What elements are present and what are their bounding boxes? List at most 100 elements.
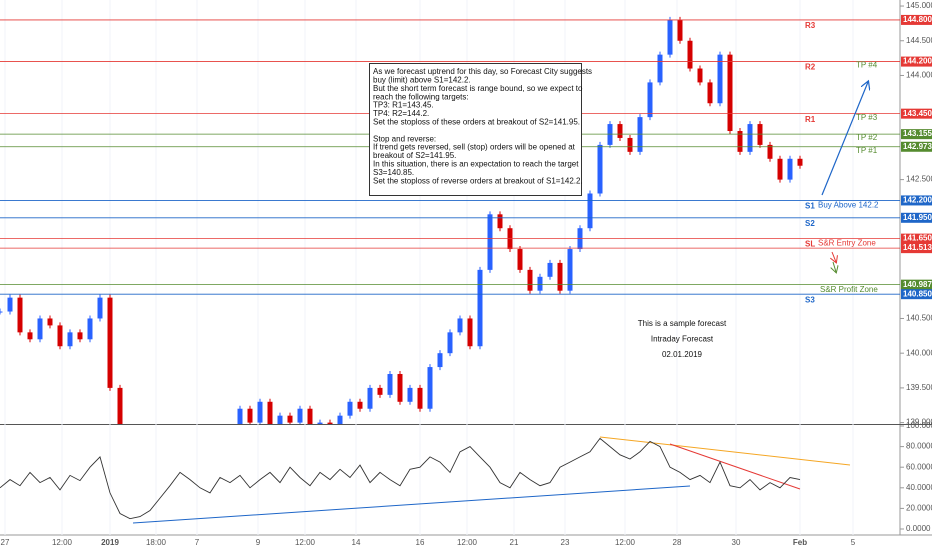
candle <box>7 297 13 312</box>
profit-arrow <box>833 261 836 272</box>
level-label: 140.987 <box>903 280 932 289</box>
candle <box>277 415 283 424</box>
forecast-arrow <box>821 82 868 196</box>
x-tick-label: 27 <box>1 538 10 547</box>
y-tick-label: 142.500 <box>906 175 932 184</box>
candle <box>287 415 293 423</box>
candle <box>557 262 563 291</box>
x-tick-label: 28 <box>673 538 682 547</box>
candle <box>0 311 3 313</box>
candle <box>737 131 743 152</box>
candle <box>407 387 413 402</box>
y-tick-label: 139.000 <box>906 418 932 427</box>
y-tick-label: 139.500 <box>906 383 932 392</box>
candle <box>677 19 683 41</box>
note-line: reach the following targets: <box>373 92 469 101</box>
candle <box>97 297 103 319</box>
candle <box>397 374 403 402</box>
level-note: S&R Profit Zone <box>820 285 878 294</box>
x-tick-label: 7 <box>195 538 200 547</box>
x-tick-label: 23 <box>561 538 570 547</box>
tp-tag: TP #2 <box>856 133 878 142</box>
x-tick-label: Feb <box>793 538 807 547</box>
level-note: S&R Entry Zone <box>818 239 876 248</box>
x-tick-label: 5 <box>851 538 856 547</box>
level-label: 141.513 <box>903 243 932 252</box>
x-tick-label: 2019 <box>101 538 119 547</box>
candle <box>447 332 453 354</box>
level-label: 143.155 <box>903 129 932 138</box>
x-tick-label: 12:00 <box>457 538 478 547</box>
candle <box>777 158 783 180</box>
level-tag: R1 <box>805 115 816 124</box>
candle <box>67 332 73 347</box>
note-line: S3=140.85. <box>373 168 414 177</box>
candle <box>307 408 313 424</box>
x-tick-label: 12:00 <box>295 538 316 547</box>
tp-tag: TP #1 <box>856 146 878 155</box>
x-tick-label: 12:00 <box>615 538 636 547</box>
rsi-tick-label: 40.0000 <box>906 483 932 492</box>
candle <box>527 269 533 291</box>
candle <box>497 214 503 229</box>
level-label-box <box>901 289 932 300</box>
level-tag: S3 <box>805 295 815 304</box>
entry-arrow <box>832 251 836 262</box>
level-tag: S2 <box>805 219 815 228</box>
level-label-box <box>901 243 932 254</box>
candle <box>627 137 633 152</box>
candle <box>437 353 443 368</box>
level-tag: R3 <box>805 21 816 30</box>
note-line: buy (limit) above S1=142.2. <box>373 76 471 85</box>
note-line: Stop and reverse: <box>373 134 436 143</box>
candle <box>17 297 23 333</box>
candle <box>347 401 353 416</box>
level-label: 144.800 <box>903 15 932 24</box>
level-label-box <box>901 195 932 206</box>
candle <box>37 318 43 340</box>
candle <box>117 387 123 424</box>
candle <box>107 297 113 388</box>
rsi-trendline <box>599 436 851 466</box>
level-tag: SL <box>805 240 815 249</box>
tp-tag: TP #4 <box>856 61 878 70</box>
note-box <box>369 63 582 196</box>
candle <box>547 262 553 277</box>
note-line: If trend gets reversed, sell (stop) orde… <box>373 143 576 152</box>
candle <box>717 54 723 104</box>
y-tick-label: 144.500 <box>906 36 932 45</box>
candle <box>297 408 303 423</box>
candle <box>597 144 603 194</box>
x-tick-label: 14 <box>352 538 361 547</box>
note-line: breakout of S2=141.95. <box>373 151 456 160</box>
x-tick-label: 18:00 <box>146 538 167 547</box>
y-tick-label: 145.000 <box>906 1 932 10</box>
rsi-tick-label: 60.0000 <box>906 462 932 471</box>
candle <box>427 367 433 409</box>
candle <box>257 401 263 423</box>
level-label-box <box>901 212 932 223</box>
rsi-tick-label: 100.0000 <box>906 421 932 430</box>
level-label-box <box>901 129 932 140</box>
level-label: 141.950 <box>903 213 932 222</box>
candle <box>767 144 773 159</box>
candle <box>747 124 753 152</box>
candle <box>487 214 493 270</box>
candle <box>537 276 543 291</box>
note-line: But the short term forecast is range bou… <box>373 84 583 93</box>
tp-tag: TP #3 <box>856 113 878 122</box>
candle <box>317 422 323 424</box>
level-label-box <box>901 279 932 290</box>
note-line: TP4: R2=144.2. <box>373 109 429 118</box>
rsi-tick-label: 80.0000 <box>906 442 932 451</box>
x-tick-label: 9 <box>256 538 261 547</box>
level-label: 140.850 <box>903 289 932 298</box>
candle <box>417 387 423 409</box>
level-label-box <box>901 233 932 244</box>
candle <box>517 249 523 270</box>
level-note: Buy Above 142.2 <box>818 201 879 210</box>
candle <box>697 68 703 83</box>
note-line: Set the stoploss of reverse orders at br… <box>373 176 583 185</box>
candle <box>617 124 623 138</box>
